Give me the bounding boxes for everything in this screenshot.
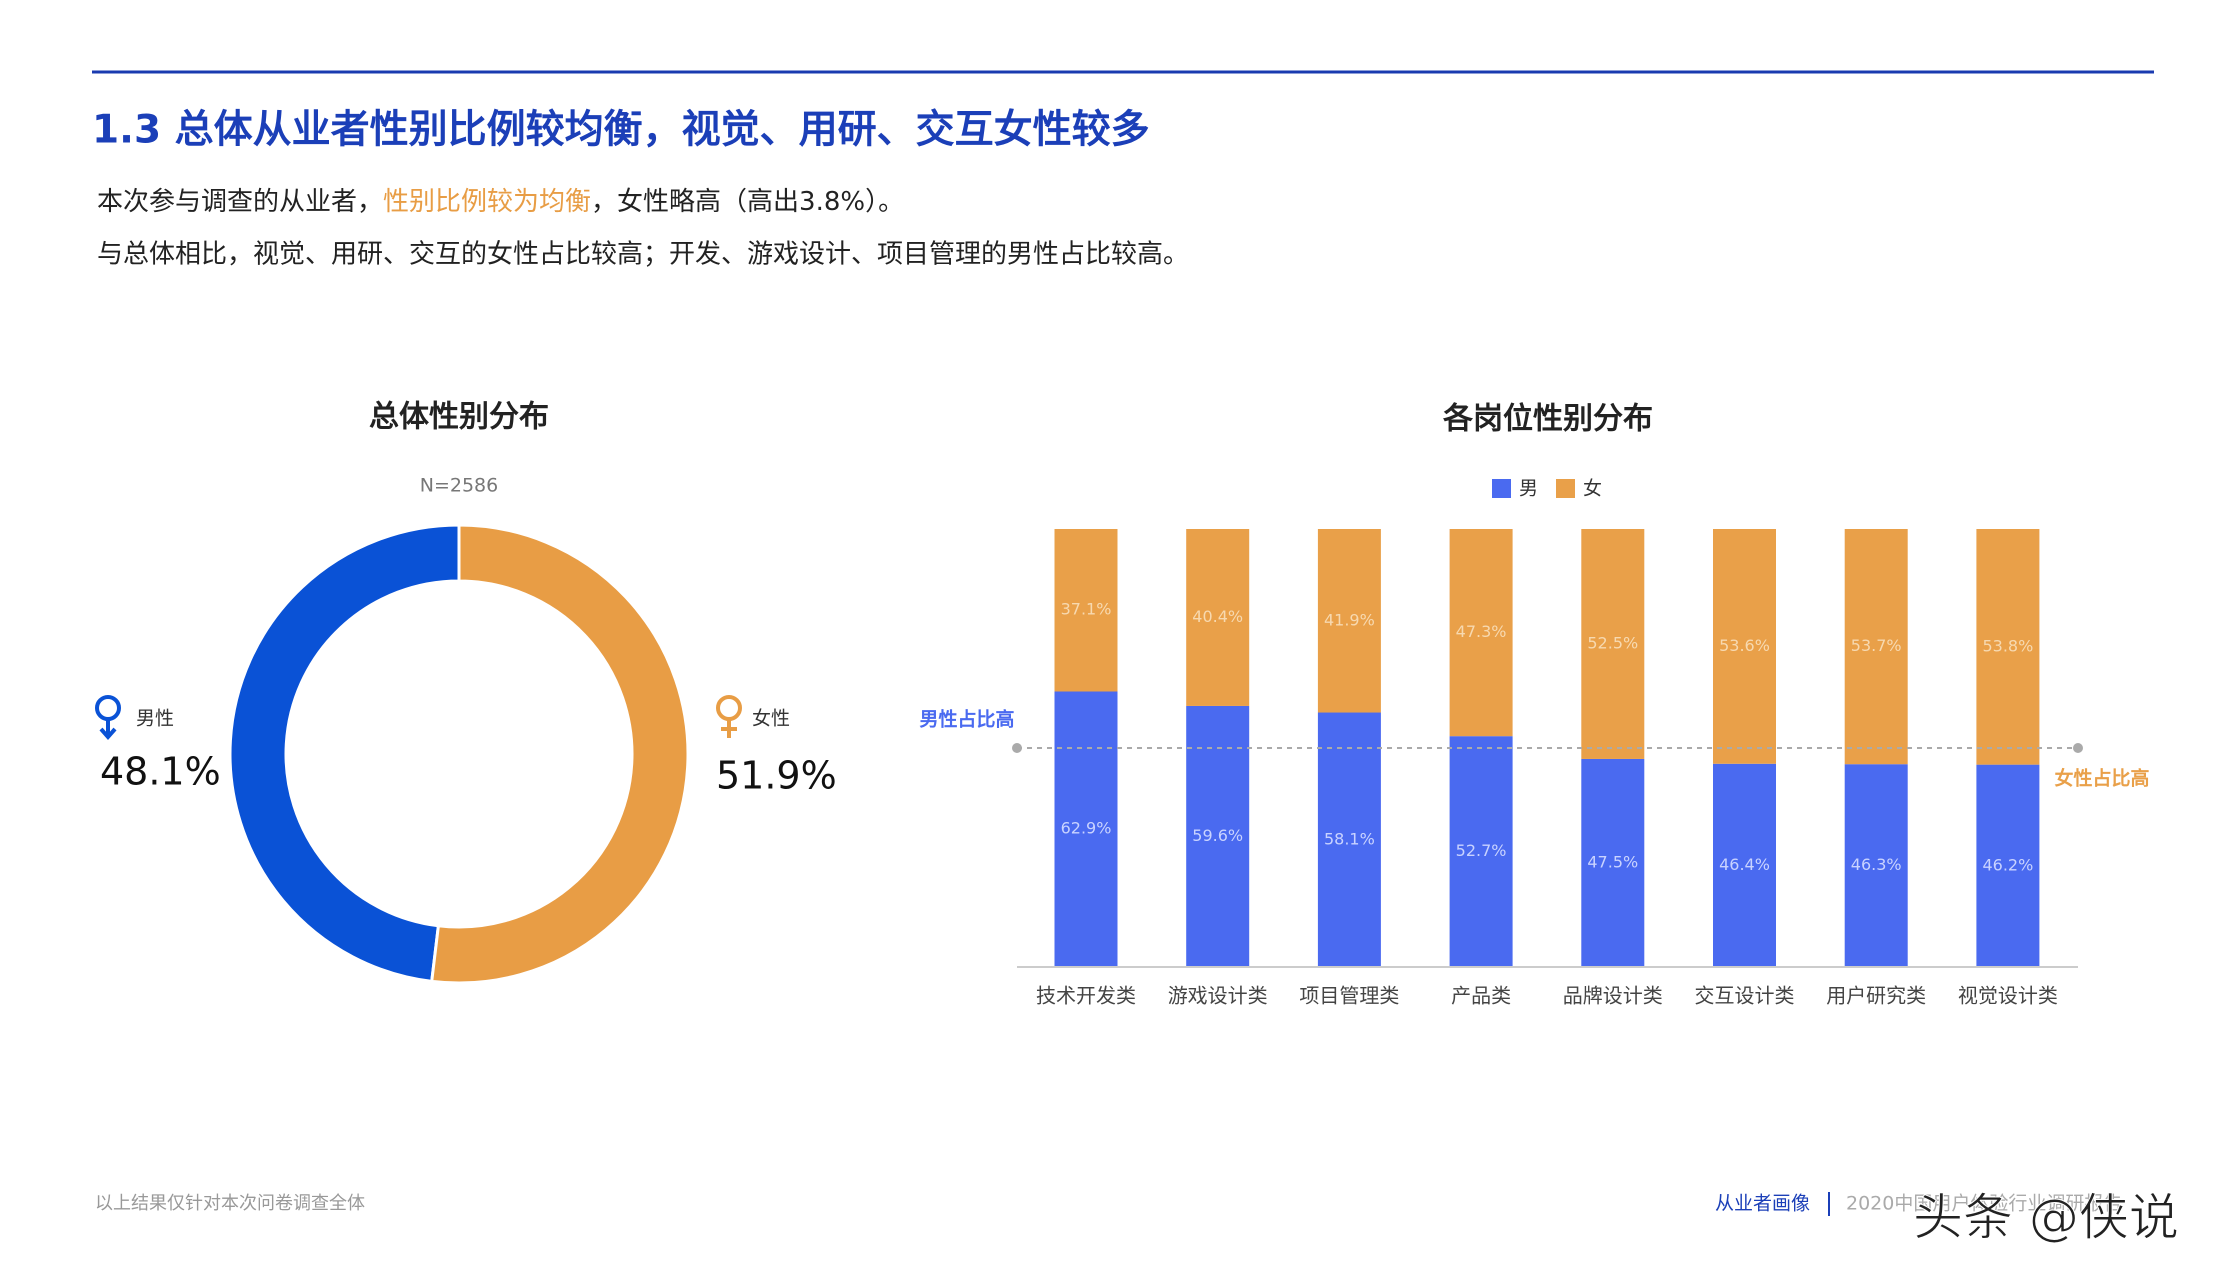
pie-value-label: 48.1% (100, 750, 221, 794)
bar-segment (1713, 763, 1776, 967)
bar-segment (1449, 529, 1513, 737)
x-tick-label: 产品类 (1451, 984, 1511, 1008)
bar-value-label: 52.5% (1587, 633, 1638, 652)
bar-segment (1713, 529, 1776, 764)
pie-legend-label: 女性 (752, 708, 790, 730)
intro-text: ，女性略高（高出3.8%）。 (591, 187, 904, 217)
donut-segment (228, 523, 461, 984)
bar-segment (1844, 764, 1908, 967)
donut (228, 523, 690, 985)
bar-value-label: 53.6% (1719, 636, 1770, 655)
legend-label: 男 (1519, 478, 1538, 500)
bar-value-label: 46.2% (1982, 855, 2033, 874)
x-tick-label: 交互设计类 (1695, 984, 1795, 1008)
page-title: 1.3 总体从业者性别比例较均衡，视觉、用研、交互女性较多 (92, 108, 1150, 153)
bar-value-label: 40.4% (1192, 607, 1243, 626)
reference-dot (1012, 743, 1022, 753)
bar-value-label: 47.3% (1456, 622, 1507, 641)
female-icon (716, 695, 742, 738)
bar-value-label: 53.8% (1982, 636, 2033, 655)
bar-segment (1186, 529, 1250, 706)
reference-label: 女性占比高 (2054, 767, 2149, 790)
bar-segment (1449, 736, 1513, 967)
pie-legend-label: 男性 (136, 708, 174, 730)
chart-title: 各岗位性别分布 (1442, 402, 1653, 437)
bar-value-label: 46.4% (1719, 855, 1770, 874)
bar-segment (1844, 529, 1908, 765)
bar-value-label: 37.1% (1061, 600, 1112, 619)
bar-value-label: 59.6% (1192, 826, 1243, 845)
bar-segment (1317, 529, 1381, 713)
bar-chart: 男 女 62.9% 37.1% 技术开发类 59.6% 40.4% 游戏设计类 58.1% 41.… (919, 478, 2149, 1008)
male-icon (95, 695, 121, 741)
x-tick-label: 技术开发类 (1036, 984, 1136, 1008)
legend-swatch (1492, 479, 1511, 498)
legend-swatch (1556, 479, 1575, 498)
footer-report: 2020中国用户体验行业调研报告 (1846, 1193, 2122, 1215)
footer-note: 以上结果仅针对本次问卷调查全体 (95, 1193, 365, 1214)
chart-subtitle: N=2586 (420, 475, 499, 497)
bar-value-label: 52.7% (1456, 841, 1507, 860)
footer-section: 从业者画像 (1715, 1193, 1810, 1215)
donut-segment (430, 523, 690, 985)
bar-segment (1186, 705, 1250, 967)
pie-value-label: 51.9% (716, 754, 837, 798)
bar-value-label: 58.1% (1324, 829, 1375, 848)
bar-value-label: 53.7% (1851, 636, 1902, 655)
legend-label: 女 (1583, 478, 1602, 500)
intro-highlight: 性别比例较为均衡 (383, 187, 591, 217)
bar-segment (1054, 691, 1118, 967)
x-tick-label: 品牌设计类 (1563, 984, 1663, 1008)
watermark: 头条 @侠说 (1913, 1189, 2179, 1247)
x-tick-label: 项目管理类 (1299, 984, 1399, 1008)
intro-text: 本次参与调查的从业者， (97, 187, 383, 217)
bar-segment (1976, 529, 2040, 765)
reference-label: 男性占比高 (919, 708, 1014, 731)
x-tick-label: 游戏设计类 (1168, 984, 1268, 1008)
chart-title: 总体性别分布 (369, 400, 549, 435)
bar-segment (1317, 712, 1381, 967)
bar-segment (1581, 758, 1645, 967)
bar-segment (1581, 529, 1645, 759)
bar-value-label: 47.5% (1587, 852, 1638, 871)
bar-value-label: 41.9% (1324, 610, 1375, 629)
intro-line: 与总体相比，视觉、用研、交互的女性占比较高；开发、游戏设计、项目管理的男性占比较… (97, 240, 1189, 270)
intro-line: 本次参与调查的从业者，性别比例较为均衡，女性略高（高出3.8%）。 (97, 187, 904, 217)
reference-dot (2073, 743, 2083, 753)
bar-segment (1976, 764, 2040, 967)
bar-value-label: 62.9% (1061, 819, 1112, 838)
bar-segment (1054, 529, 1118, 692)
x-tick-label: 用户研究类 (1826, 984, 1926, 1008)
bar-value-label: 46.3% (1851, 855, 1902, 874)
x-tick-label: 视觉设计类 (1958, 984, 2058, 1008)
